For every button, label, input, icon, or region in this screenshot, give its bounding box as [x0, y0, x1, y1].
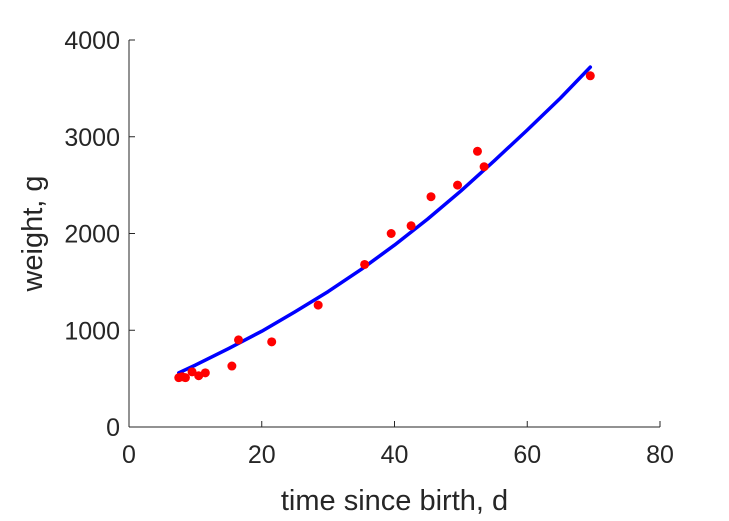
- y-tick-label: 3000: [64, 124, 120, 152]
- fit-line-layer: [177, 65, 593, 375]
- y-tick-label: 2000: [64, 221, 120, 249]
- data-point: [267, 337, 277, 347]
- data-point: [406, 221, 416, 231]
- fit-line: [177, 65, 593, 375]
- data-point: [180, 373, 190, 383]
- data-point: [187, 367, 197, 377]
- tick-labels-layer: 0 20 40 60 80 0 1000 2000 3000 4000: [64, 27, 674, 469]
- y-tick-label: 4000: [64, 27, 120, 55]
- data-points-layer: [174, 71, 595, 383]
- x-tick-label: 80: [646, 441, 674, 469]
- data-point: [453, 180, 463, 190]
- y-axis-label: weight, g: [17, 175, 49, 292]
- data-point: [426, 192, 436, 202]
- x-axis-label: time since birth, d: [281, 485, 508, 517]
- axes: [128, 39, 661, 428]
- data-point: [585, 71, 595, 81]
- x-tick-label: 20: [248, 441, 276, 469]
- data-point: [227, 361, 237, 371]
- y-tick-label: 1000: [64, 317, 120, 345]
- data-point: [472, 146, 482, 156]
- x-tick-label: 0: [122, 441, 136, 469]
- data-point: [386, 229, 396, 238]
- data-point: [313, 300, 323, 310]
- data-point: [234, 335, 244, 345]
- data-point: [360, 259, 370, 269]
- x-tick-label: 40: [381, 441, 409, 469]
- y-tick-label: 0: [106, 414, 120, 442]
- data-point: [200, 368, 210, 378]
- data-point: [479, 162, 489, 172]
- x-tick-label: 60: [513, 441, 541, 469]
